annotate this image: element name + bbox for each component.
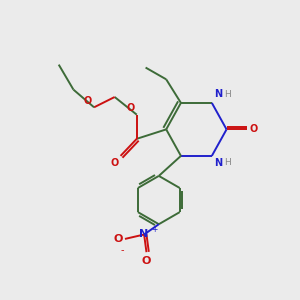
Text: O: O [142, 256, 151, 266]
Text: O: O [249, 124, 257, 134]
Text: O: O [110, 158, 118, 168]
Text: N: N [214, 158, 222, 168]
Text: O: O [113, 234, 123, 244]
Text: O: O [126, 103, 135, 113]
Text: -: - [121, 245, 124, 255]
Text: N: N [139, 229, 148, 238]
Text: H: H [224, 158, 231, 167]
Text: +: + [151, 225, 157, 234]
Text: O: O [84, 96, 92, 106]
Text: N: N [214, 89, 222, 99]
Text: H: H [224, 90, 231, 99]
